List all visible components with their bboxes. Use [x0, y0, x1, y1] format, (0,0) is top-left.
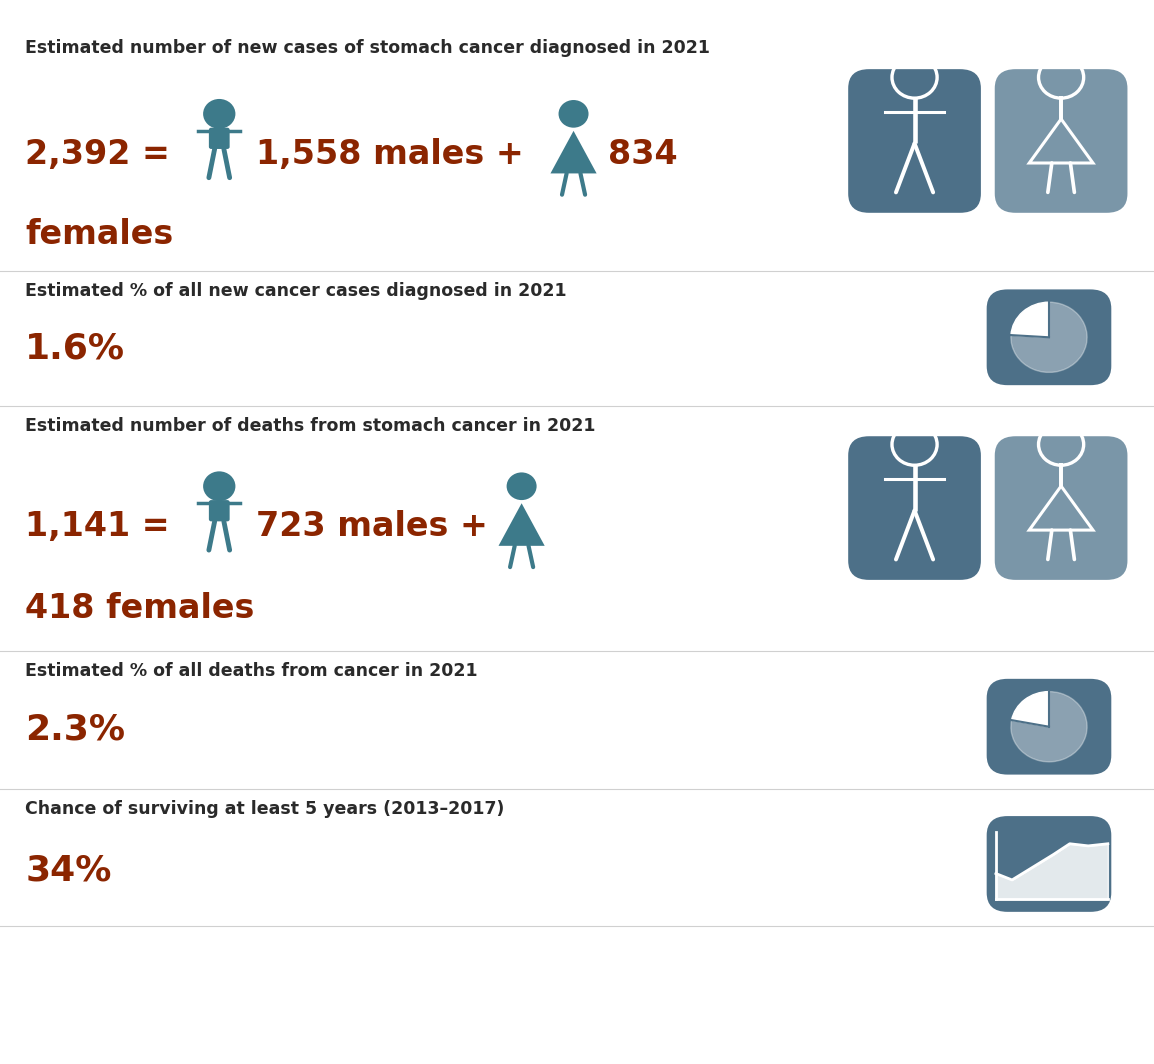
- Text: Chance of surviving at least 5 years (2013–2017): Chance of surviving at least 5 years (20…: [25, 800, 504, 818]
- Text: females: females: [25, 217, 173, 251]
- Wedge shape: [1011, 302, 1087, 372]
- Text: 723 males +: 723 males +: [256, 510, 488, 544]
- FancyBboxPatch shape: [987, 289, 1111, 385]
- Text: Estimated number of new cases of stomach cancer diagnosed in 2021: Estimated number of new cases of stomach…: [25, 39, 711, 57]
- Text: 418 females: 418 females: [25, 592, 255, 626]
- Text: 1,558 males +: 1,558 males +: [256, 137, 524, 171]
- Wedge shape: [1011, 692, 1087, 762]
- FancyBboxPatch shape: [987, 679, 1111, 775]
- Text: 1,141 =: 1,141 =: [25, 510, 170, 544]
- Circle shape: [507, 472, 537, 500]
- Circle shape: [203, 99, 235, 129]
- Polygon shape: [499, 503, 545, 546]
- FancyBboxPatch shape: [209, 500, 230, 521]
- Text: 2.3%: 2.3%: [25, 713, 126, 747]
- Circle shape: [559, 100, 589, 128]
- FancyBboxPatch shape: [995, 69, 1127, 213]
- Text: 2,392 =: 2,392 =: [25, 137, 171, 171]
- Circle shape: [203, 471, 235, 501]
- Text: Estimated number of deaths from stomach cancer in 2021: Estimated number of deaths from stomach …: [25, 417, 595, 435]
- FancyBboxPatch shape: [995, 436, 1127, 580]
- Text: Estimated % of all deaths from cancer in 2021: Estimated % of all deaths from cancer in…: [25, 662, 478, 680]
- FancyBboxPatch shape: [987, 816, 1111, 912]
- FancyBboxPatch shape: [848, 69, 981, 213]
- FancyBboxPatch shape: [848, 436, 981, 580]
- Text: 34%: 34%: [25, 853, 112, 887]
- Wedge shape: [1011, 302, 1049, 337]
- Polygon shape: [550, 131, 597, 173]
- Wedge shape: [1012, 692, 1049, 727]
- Text: Estimated % of all new cancer cases diagnosed in 2021: Estimated % of all new cancer cases diag…: [25, 282, 567, 300]
- Text: 1.6%: 1.6%: [25, 332, 126, 366]
- Text: 834: 834: [608, 137, 677, 171]
- FancyBboxPatch shape: [209, 128, 230, 149]
